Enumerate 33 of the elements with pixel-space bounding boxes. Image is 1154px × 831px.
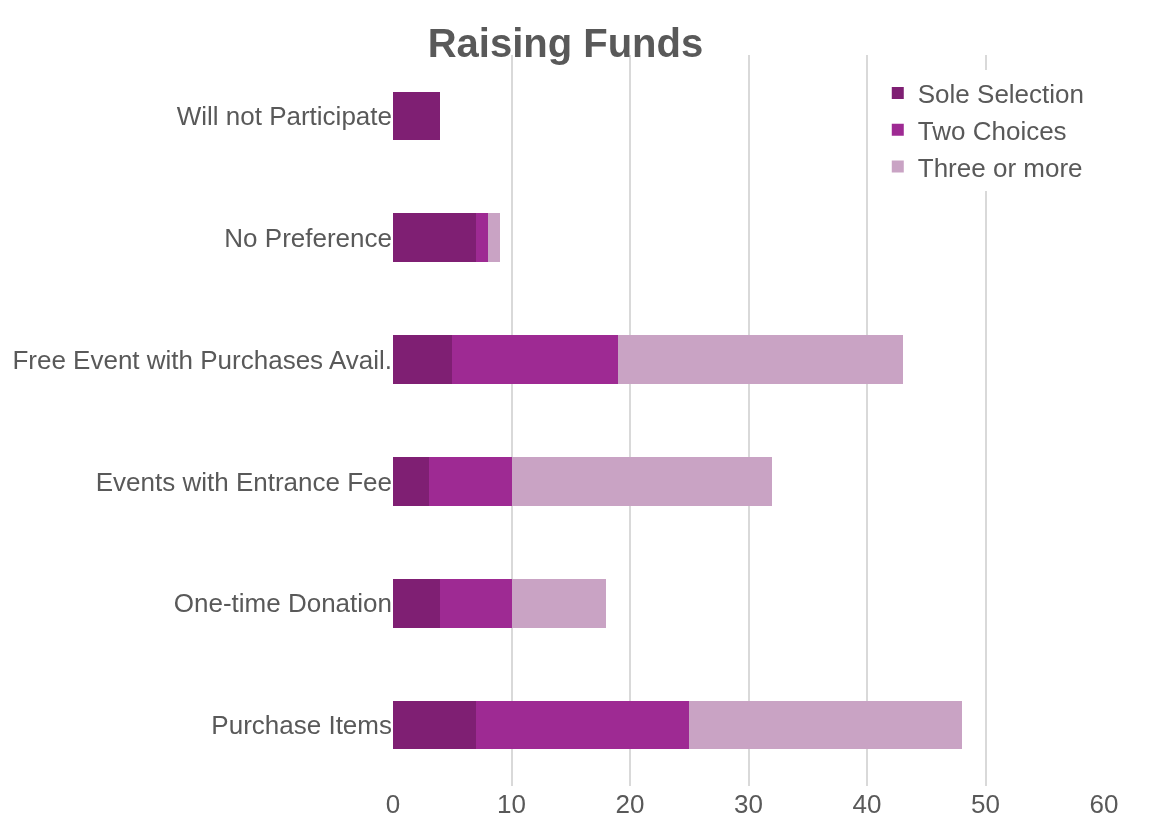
- bar: [393, 213, 476, 263]
- x-tick-label: 50: [971, 789, 1000, 819]
- bar: [393, 335, 453, 384]
- bar: [393, 457, 429, 506]
- y-tick-label: One-time Donation: [173, 588, 392, 619]
- x-tick-label: 0: [385, 789, 401, 819]
- x-tick-label: 40: [852, 789, 882, 819]
- legend-label: Three or more: [917, 152, 1083, 183]
- y-tick-label: Will not Participate: [176, 101, 392, 132]
- x-tick-label: 30: [734, 789, 763, 819]
- bar: [618, 335, 903, 384]
- bar: [393, 578, 441, 628]
- legend-label: Sole Selection: [917, 79, 1085, 110]
- chart-title: Raising Funds: [427, 21, 704, 66]
- bar: [689, 700, 962, 750]
- y-tick-label: No Preference: [224, 222, 392, 253]
- bar: [393, 700, 476, 750]
- bar: [487, 213, 500, 263]
- y-tick-label: Events with Entrance Fee: [95, 466, 392, 497]
- x-tick-label: 60: [1089, 789, 1119, 819]
- y-tick-label: Purchase Items: [211, 710, 392, 741]
- bar: [428, 457, 512, 506]
- legend-label: Two Choices: [917, 115, 1067, 146]
- bar: [511, 457, 773, 506]
- bar: [440, 578, 512, 628]
- bar: [511, 578, 607, 628]
- bar: [452, 335, 619, 384]
- x-tick-label: 10: [497, 789, 526, 819]
- bar: [475, 213, 488, 263]
- bar: [393, 91, 441, 141]
- bar: [475, 700, 690, 750]
- y-tick-label: Free Event with Purchases Avail.: [12, 344, 392, 375]
- x-tick-label: 20: [615, 789, 645, 819]
